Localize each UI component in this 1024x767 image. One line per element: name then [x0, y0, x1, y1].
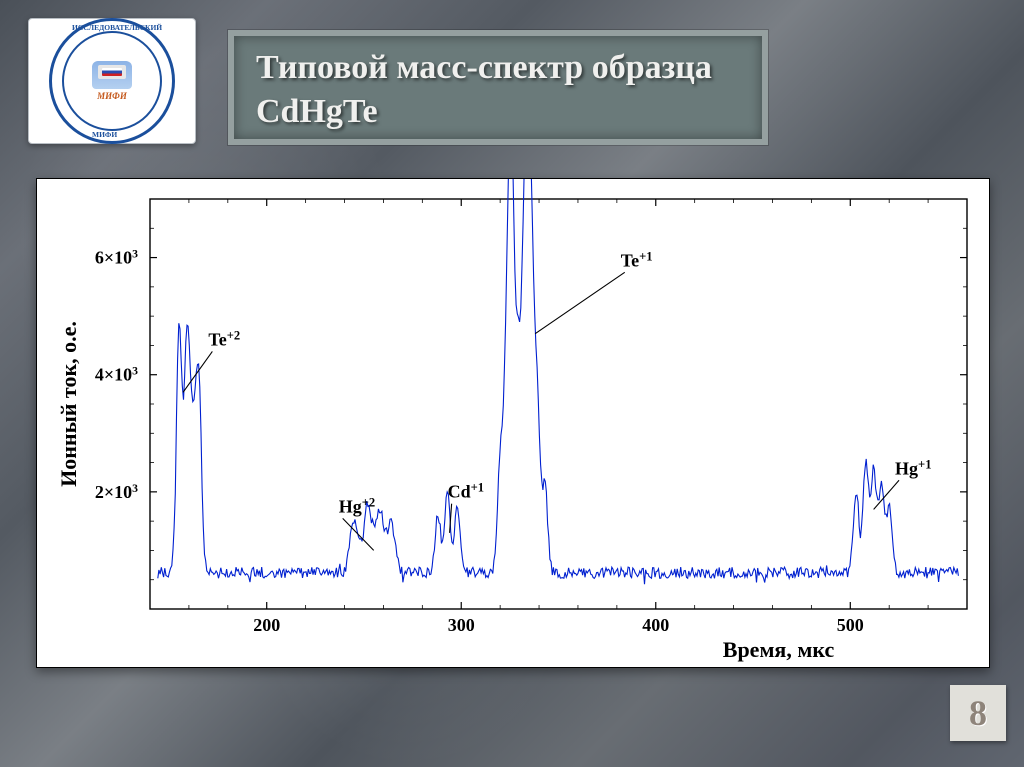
svg-text:Ионный ток, о.е.: Ионный ток, о.е. — [56, 321, 81, 487]
svg-text:Время, мкс: Время, мкс — [723, 637, 835, 662]
svg-text:4×103: 4×103 — [95, 365, 138, 385]
logo-acronym: МИФИ — [97, 91, 127, 101]
svg-text:6×103: 6×103 — [95, 248, 138, 268]
svg-text:2×103: 2×103 — [95, 482, 138, 502]
logo-ring-text-top: ИССЛЕДОВАТЕЛЬСКИЙ — [72, 23, 162, 32]
mass-spectrum-chart: 200 300 400 500 2×103 4×103 6×103 Время, мкс Ион… — [36, 178, 990, 668]
svg-text:300: 300 — [448, 615, 475, 635]
svg-text:200: 200 — [253, 615, 280, 635]
slide-title-box: Типовой масс-спектр образца CdHgTe — [228, 30, 768, 145]
university-logo: ИССЛЕДОВАТЕЛЬСКИЙ МИФИ МИФИ — [28, 18, 196, 144]
page-number-text: 8 — [969, 692, 987, 734]
page-number: 8 — [950, 685, 1006, 741]
svg-text:Te+1: Te+1 — [621, 249, 653, 270]
slide-title: Типовой масс-спектр образца CdHgTe — [256, 46, 740, 134]
svg-text:Cd+1: Cd+1 — [448, 481, 485, 502]
logo-ring-text-bottom: МИФИ — [92, 130, 117, 139]
svg-text:Hg+1: Hg+1 — [895, 457, 932, 478]
svg-text:500: 500 — [837, 615, 864, 635]
svg-text:Te+2: Te+2 — [208, 328, 240, 349]
logo-inner: МИФИ — [79, 48, 145, 114]
svg-text:400: 400 — [642, 615, 669, 635]
